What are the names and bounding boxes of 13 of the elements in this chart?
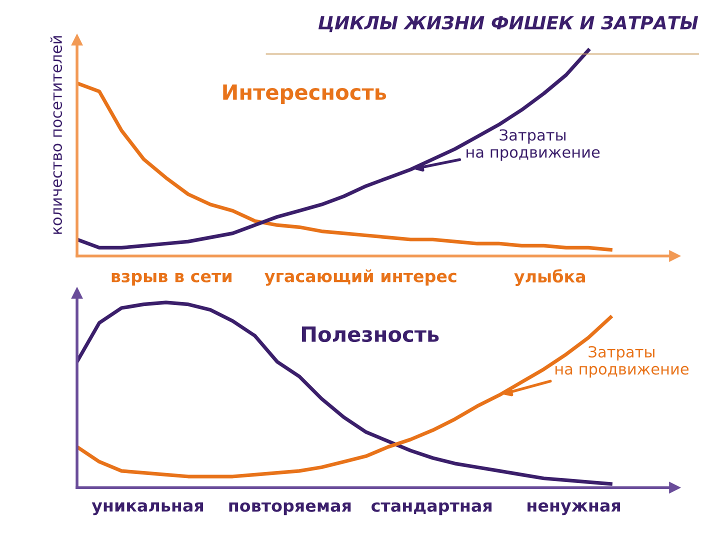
y-axis-title: количество посетителей	[50, 36, 62, 234]
text: взрыв в сети	[112, 272, 232, 286]
text: Интересность	[223, 84, 386, 104]
text: уникальная	[92, 502, 204, 516]
text: Полезность	[302, 326, 439, 342]
text: ненужная	[528, 502, 620, 516]
text: улыбка	[514, 269, 585, 286]
annotation: Затраты на продвижение	[466, 129, 600, 161]
text: стандартная	[372, 502, 492, 516]
text: угасающий интерес	[264, 269, 456, 286]
chart-title: ЦИКЛЫ ЖИЗНИ ФИШЕК И ЗАТРАТЫ	[318, 16, 698, 32]
annotation: Затраты на продвижение	[556, 346, 689, 378]
text: повторяемая	[229, 502, 351, 516]
